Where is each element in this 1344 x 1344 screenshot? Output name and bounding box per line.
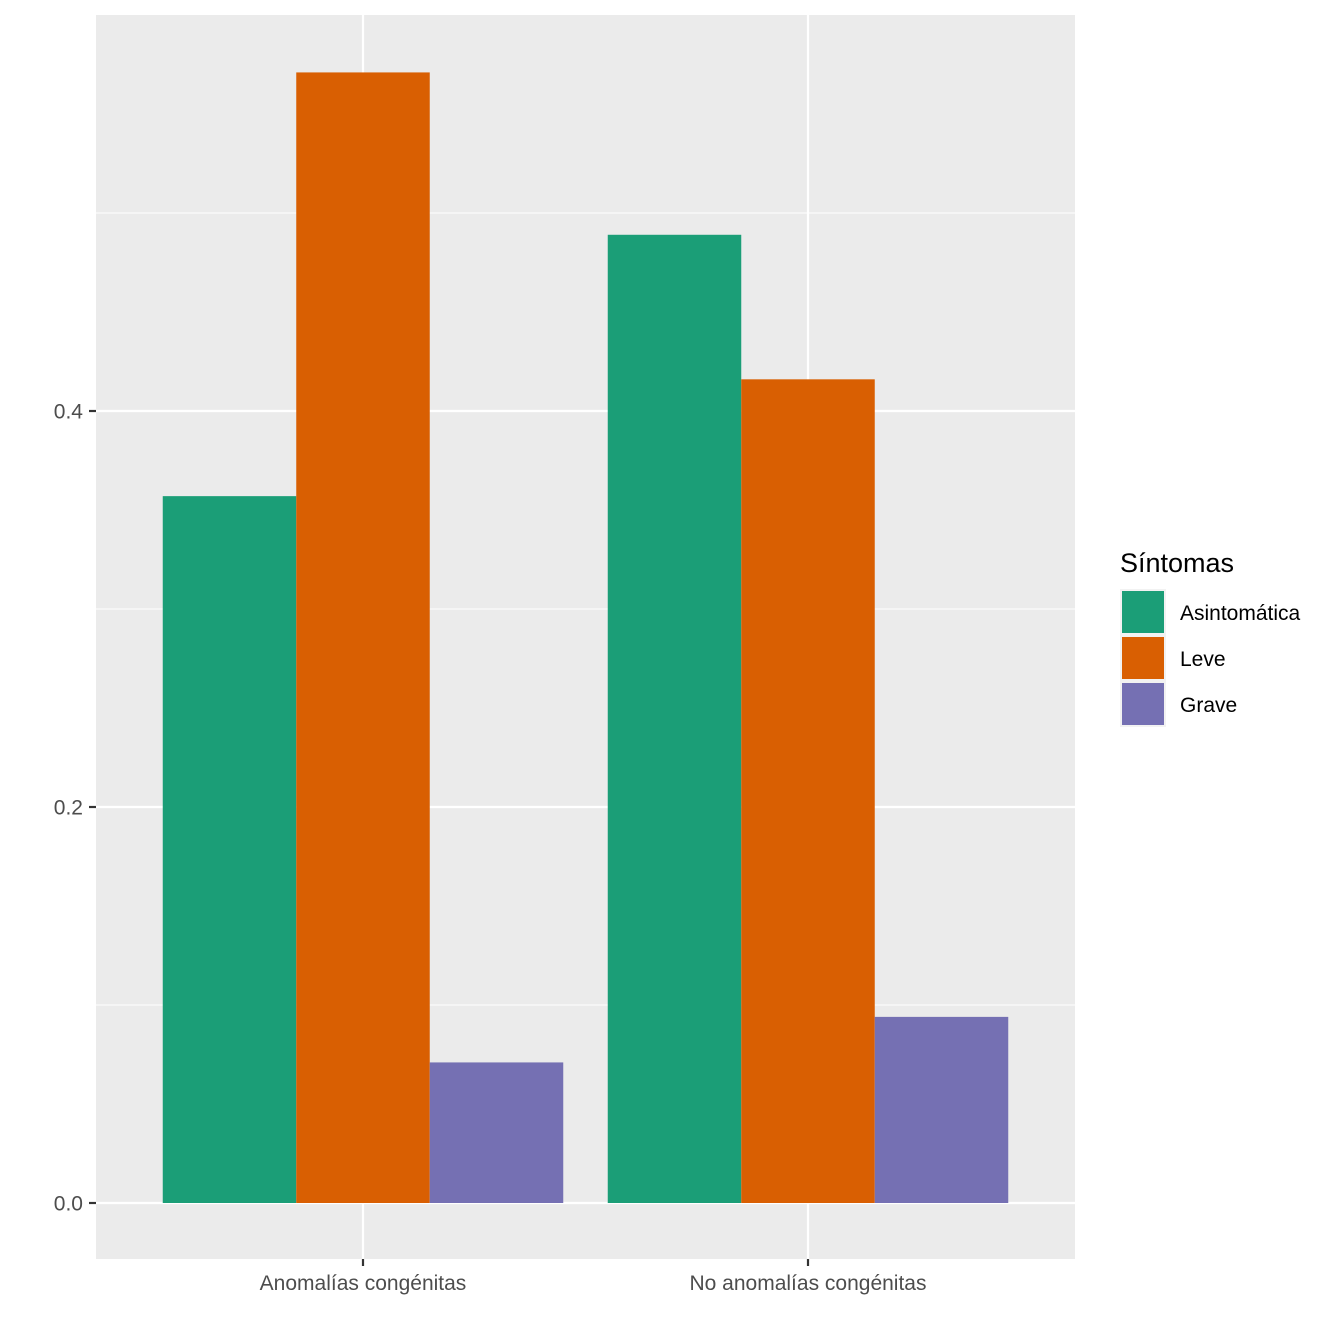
y-tick-label: 0.4 — [54, 401, 84, 424]
legend-keys: Asintomática Leve Grave — [1120, 589, 1301, 727]
legend: Síntomas Asintomática Leve Grave — [1120, 548, 1301, 727]
legend-label: Asintomática — [1180, 602, 1301, 625]
x-axis: Anomalías congénitas No anomalías congéni… — [260, 1259, 927, 1295]
bar-grave-2 — [874, 1016, 1009, 1203]
legend-swatch — [1122, 591, 1164, 633]
bar-grave-1 — [429, 1062, 564, 1203]
legend-title: Síntomas — [1120, 548, 1234, 578]
legend-label: Leve — [1180, 648, 1226, 671]
bar-asintomatica-2 — [607, 234, 742, 1203]
legend-swatch — [1122, 637, 1164, 679]
y-tick-label: 0.2 — [54, 797, 83, 820]
y-axis: 0.0 0.2 0.4 — [54, 401, 96, 1216]
bar-leve-2 — [741, 379, 875, 1203]
x-tick-label: No anomalías congénitas — [690, 1272, 927, 1295]
bar-leve-1 — [296, 72, 430, 1203]
bar-asintomatica-1 — [162, 496, 297, 1203]
bars — [162, 72, 1009, 1203]
legend-label: Grave — [1180, 694, 1237, 717]
legend-swatch — [1122, 683, 1164, 725]
y-tick-label: 0.0 — [54, 1193, 83, 1216]
x-tick-label: Anomalías congénitas — [260, 1272, 467, 1295]
